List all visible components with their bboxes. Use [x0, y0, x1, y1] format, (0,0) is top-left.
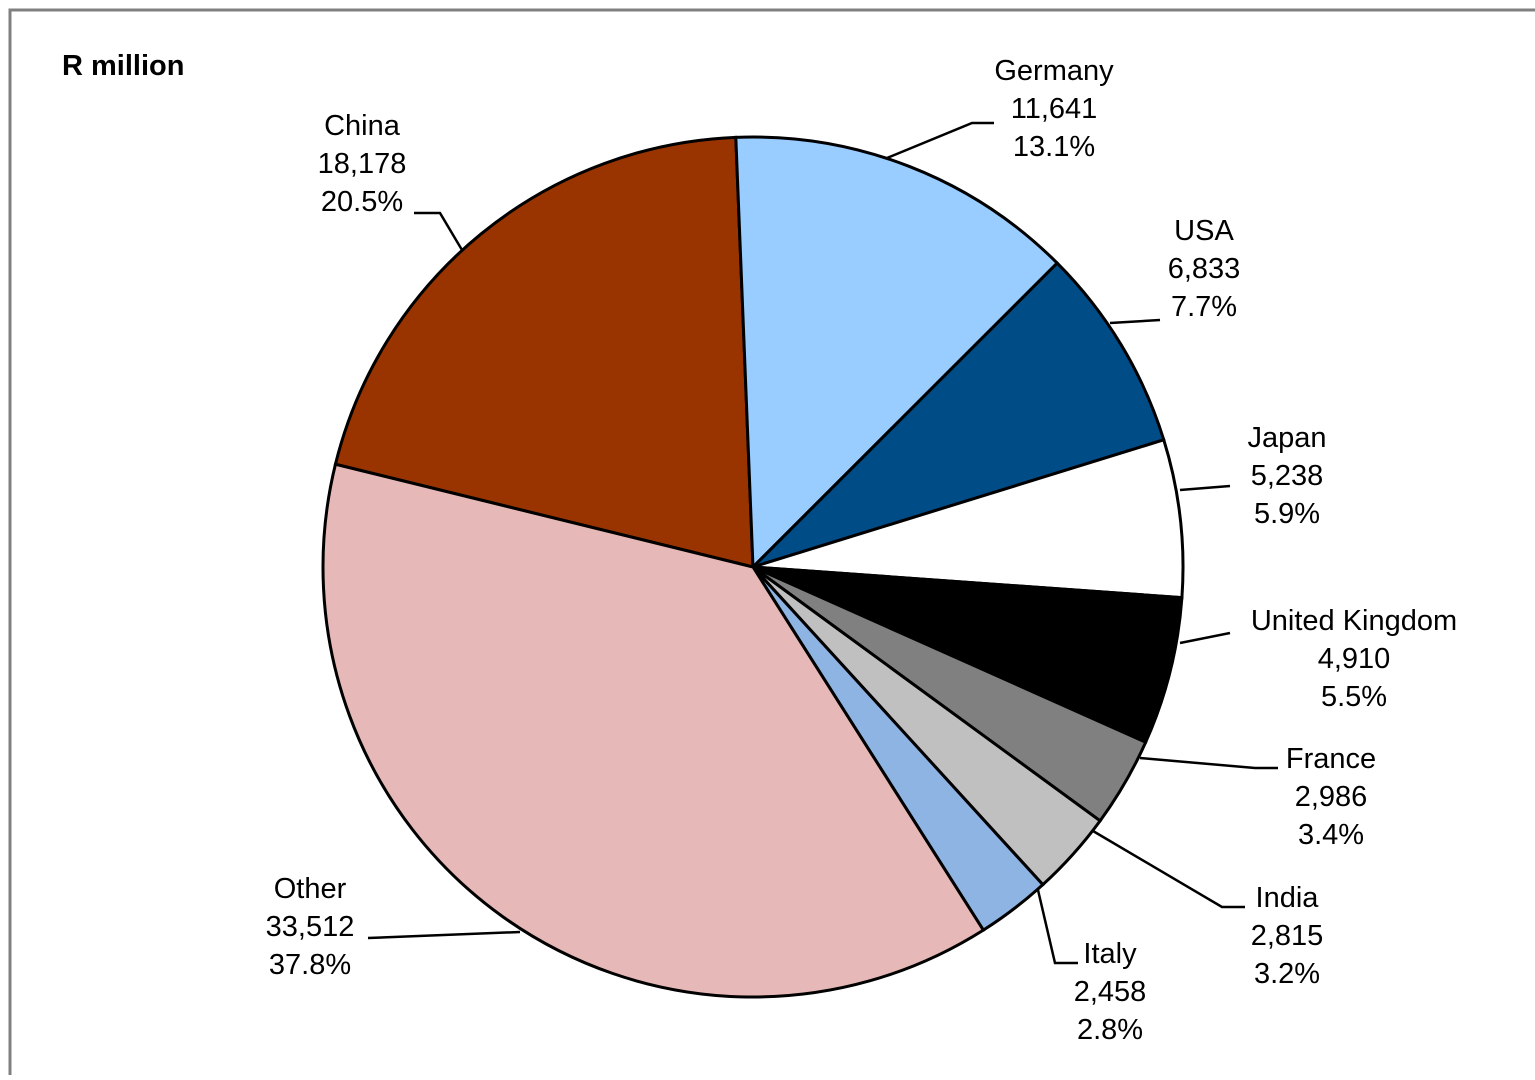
slice-label-name-japan: Japan	[1247, 422, 1326, 454]
pie-slice-china	[333, 135, 755, 569]
slice-label-percent-germany: 13.1%	[1013, 131, 1095, 163]
slice-label-name-italy: Italy	[1083, 938, 1137, 970]
slice-label-value-other: 33,512	[266, 911, 355, 943]
leader-line-india	[1092, 829, 1245, 909]
slice-label-name-other: Other	[274, 873, 347, 905]
pie-slice-united-kingdom	[752, 565, 1184, 745]
slice-label-percent-usa: 7.7%	[1171, 291, 1237, 323]
slice-label-percent-india: 3.2%	[1254, 958, 1320, 990]
slice-label-value-india: 2,815	[1251, 920, 1324, 952]
slice-label-percent-france: 3.4%	[1298, 819, 1364, 851]
slice-label-name-usa: USA	[1174, 215, 1234, 247]
leader-line-usa	[1109, 318, 1161, 325]
slice-label-value-usa: 6,833	[1168, 253, 1241, 285]
leader-line-other	[367, 930, 521, 940]
slice-label-percent-italy: 2.8%	[1077, 1014, 1143, 1046]
slice-label-value-france: 2,986	[1295, 781, 1368, 813]
slice-label-value-japan: 5,238	[1251, 460, 1324, 492]
leader-lines	[367, 121, 1278, 965]
pie-slice-germany	[734, 135, 1060, 571]
leader-line-japan	[1179, 484, 1231, 492]
slice-label-name-united-kingdom: United Kingdom	[1251, 605, 1457, 637]
leader-line-united-kingdom	[1179, 631, 1231, 645]
leader-line-china	[414, 211, 464, 251]
slice-labels: China 18,178 20.5% Germany 11,641 13.1% USA 6,8…	[266, 55, 1458, 1046]
unit-label: R million	[62, 50, 184, 82]
pie-slice-other	[321, 462, 986, 999]
leader-line-italy	[1036, 889, 1078, 965]
slice-label-name-india: India	[1256, 882, 1320, 914]
leader-line-france	[1139, 756, 1278, 770]
pie-slice-usa	[751, 260, 1166, 569]
leader-line-germany	[886, 121, 994, 160]
slice-label-percent-united-kingdom: 5.5%	[1321, 681, 1387, 713]
slice-label-name-germany: Germany	[994, 55, 1114, 87]
slice-label-value-china: 18,178	[318, 148, 407, 180]
slice-label-percent-china: 20.5%	[321, 186, 403, 218]
slice-label-name-china: China	[324, 110, 401, 142]
pie-slices	[321, 135, 1185, 999]
slice-label-percent-other: 37.8%	[269, 949, 351, 981]
slice-label-name-france: France	[1286, 743, 1376, 775]
slice-label-percent-japan: 5.9%	[1254, 498, 1320, 530]
slice-label-value-united-kingdom: 4,910	[1318, 643, 1391, 675]
slice-label-value-germany: 11,641	[1011, 93, 1098, 125]
pie-slice-japan	[752, 437, 1185, 600]
slice-label-value-italy: 2,458	[1074, 976, 1147, 1008]
